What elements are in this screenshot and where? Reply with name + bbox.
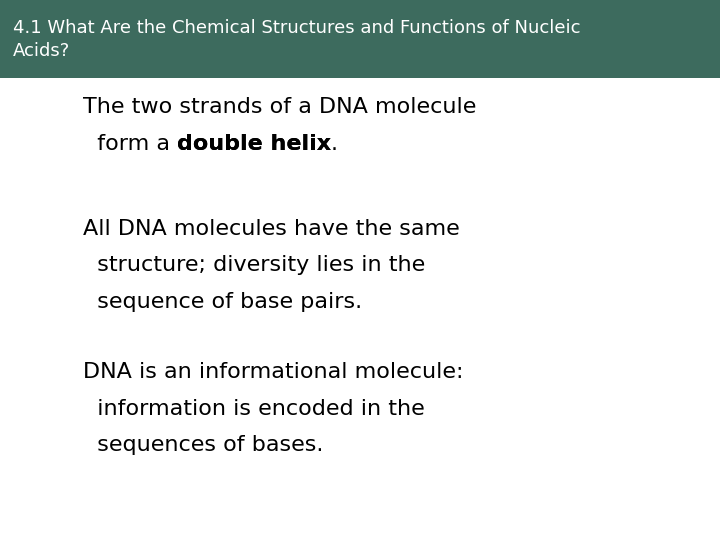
Text: structure; diversity lies in the: structure; diversity lies in the <box>83 255 425 275</box>
Text: sequence of base pairs.: sequence of base pairs. <box>83 292 362 312</box>
Text: .: . <box>331 134 338 154</box>
Text: information is encoded in the: information is encoded in the <box>83 399 425 418</box>
Text: The two strands of a DNA molecule: The two strands of a DNA molecule <box>83 97 476 117</box>
Text: DNA is an informational molecule:: DNA is an informational molecule: <box>83 362 463 382</box>
Text: All DNA molecules have the same: All DNA molecules have the same <box>83 219 459 239</box>
Text: form a: form a <box>83 134 177 154</box>
Bar <box>0 0 720 78</box>
Text: double helix: double helix <box>177 134 331 154</box>
Text: double helix: double helix <box>177 134 331 154</box>
Text: sequences of bases.: sequences of bases. <box>83 435 323 455</box>
Text: 4.1 What Are the Chemical Structures and Functions of Nucleic
Acids?: 4.1 What Are the Chemical Structures and… <box>13 19 580 59</box>
